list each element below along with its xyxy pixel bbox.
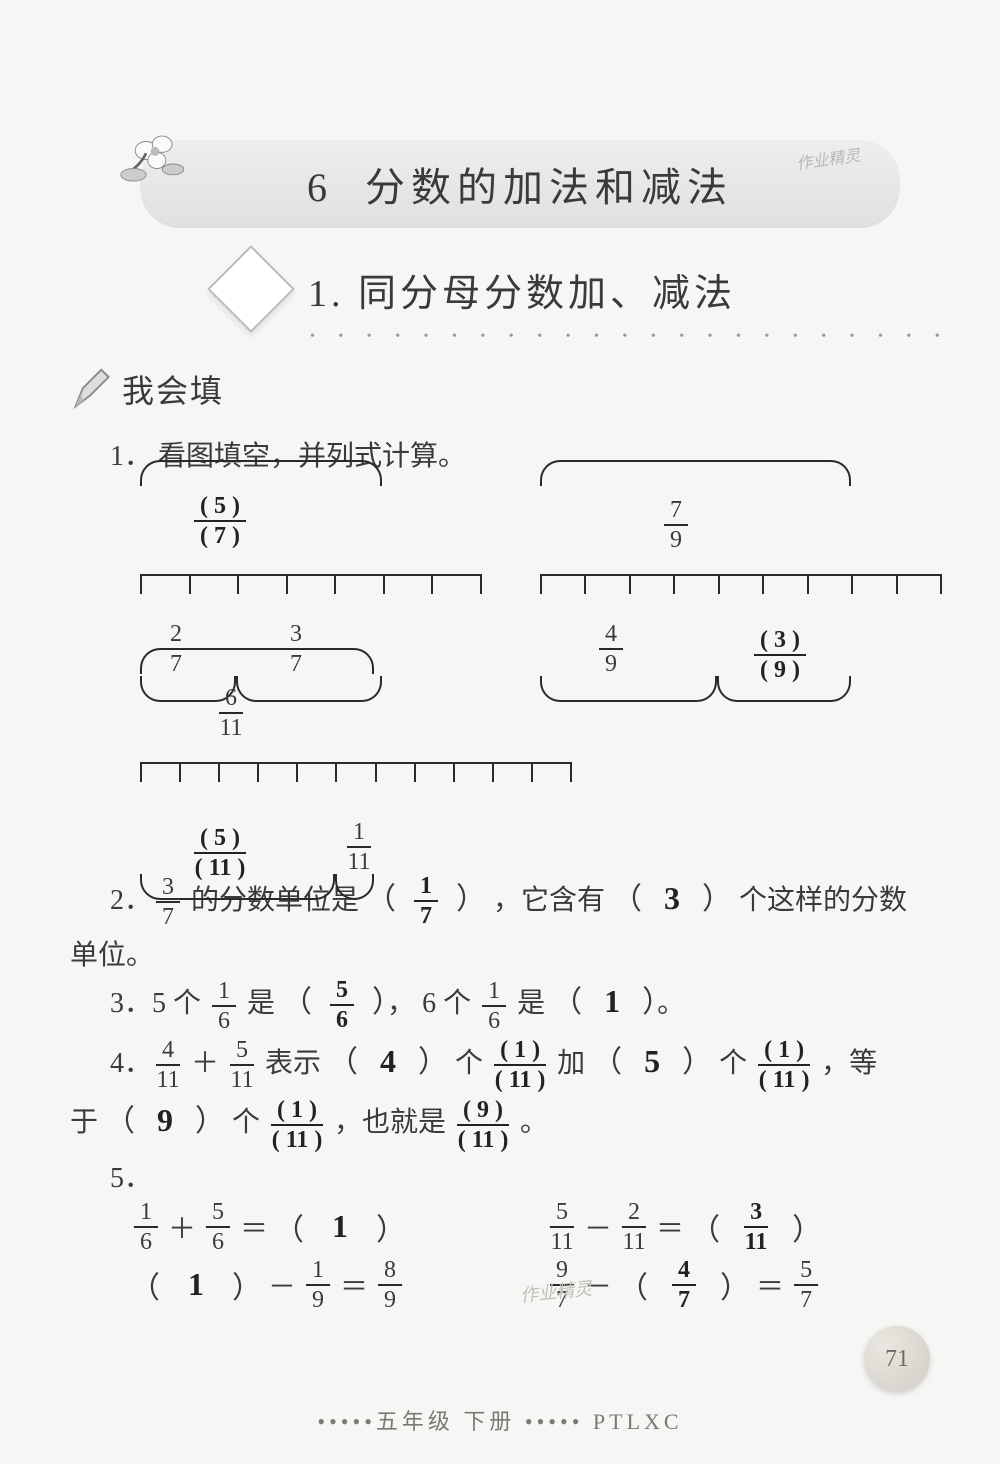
diamond-bullet-icon xyxy=(207,245,295,333)
question-5-label: 5． xyxy=(110,1156,940,1196)
diagB-bottom-answer: 3 9 xyxy=(754,628,806,682)
q5-row1: 16 ＋ 56 ＝ （1） 511 － 211 ＝ （311） xyxy=(130,1200,940,1254)
diagC-frac-1-11: 111 xyxy=(347,820,371,874)
diagC-bottom-answer: 5 11 xyxy=(194,826,246,880)
q5-eq1: 16 ＋ 56 ＝ （1） xyxy=(130,1200,406,1254)
chapter-banner: 6 分数的加法和减法 作业精灵 xyxy=(140,140,900,228)
question-4-line1: 4．411 ＋ 511 表示 （4） 个 111 加 （5） 个 111 ，等 xyxy=(110,1037,940,1093)
subsection-heading: 我会填 xyxy=(70,366,940,412)
watermark-text: 作业精灵 xyxy=(795,142,862,175)
number-line-a: 5 7 27 37 xyxy=(140,494,480,672)
diagB-frac-7-9: 79 xyxy=(664,498,688,552)
diagB-frac-4-9: 49 xyxy=(599,622,623,676)
diagC-frac-6-11: 611 xyxy=(219,686,243,740)
q5-eq2: 511 － 211 ＝ （311） xyxy=(546,1200,822,1254)
number-line-b: 79 49 3 9 xyxy=(540,494,940,672)
section-heading: 1. 同分母分数加、减法 xyxy=(220,258,940,320)
q5-eq3: （1） － 19 ＝ 89 xyxy=(130,1258,406,1312)
number-line-c: 611 5 11 111 xyxy=(140,682,570,870)
diagA-top-answer: 5 7 xyxy=(194,494,246,548)
question-3: 3．5 个 16 是 （56）， 6 个 16 是 （1）。 xyxy=(110,977,940,1033)
pencil-icon xyxy=(70,366,116,412)
subsection-label: 我会填 xyxy=(122,366,224,412)
chapter-title: 6 分数的加法和减法 xyxy=(307,155,733,213)
question-4-line2: 于 （9） 个 111 ，也就是 911 。 xyxy=(70,1096,940,1152)
flower-decoration-icon xyxy=(110,110,200,200)
question-2-tail: 单位。 xyxy=(70,933,940,973)
footer-text: •••••五年级 下册 ••••• PTLXC xyxy=(0,1404,1000,1436)
page-number-badge: 71 xyxy=(864,1326,930,1392)
dotted-rule xyxy=(310,328,940,342)
